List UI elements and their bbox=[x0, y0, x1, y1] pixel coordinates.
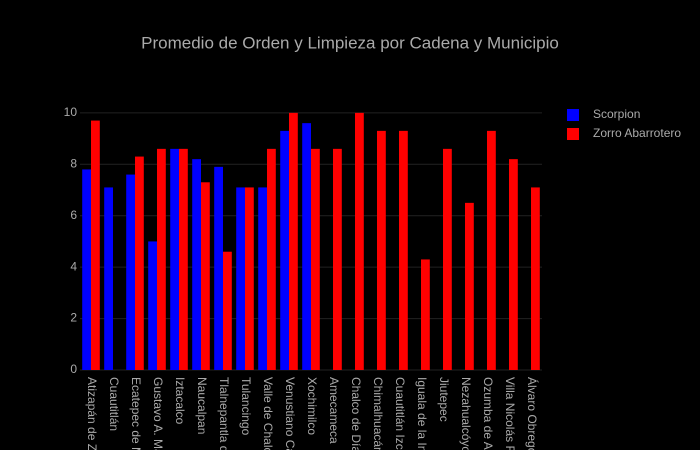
bar bbox=[531, 187, 540, 370]
bar bbox=[302, 123, 311, 371]
x-tick-label: Jiutepec bbox=[437, 377, 451, 422]
x-tick-label: Ozumba de Alzate bbox=[481, 377, 495, 450]
bar bbox=[311, 148, 320, 370]
x-tick-label: Gustavo A. Madero bbox=[151, 377, 165, 450]
x-tick-label: Atizapán de Zaragoza bbox=[85, 377, 99, 450]
x-tick-label: Chimalhuacán bbox=[371, 377, 385, 450]
x-tick-label: Nezahualcóyotl bbox=[459, 377, 473, 450]
bar bbox=[236, 187, 245, 370]
legend-label: Zorro Abarrotero bbox=[593, 126, 681, 140]
bar bbox=[377, 130, 386, 370]
x-tick-label: Villa Nicolás Romero bbox=[503, 377, 517, 450]
y-tick-label: 0 bbox=[70, 362, 77, 376]
bar bbox=[487, 130, 496, 370]
bar bbox=[355, 112, 364, 370]
y-tick-label: 2 bbox=[70, 311, 77, 325]
bar bbox=[245, 187, 254, 370]
legend-label: Scorpion bbox=[593, 107, 640, 121]
bar bbox=[148, 241, 157, 370]
bar bbox=[267, 148, 276, 370]
bar bbox=[333, 148, 342, 370]
x-tick-label: Iztacalco bbox=[173, 377, 187, 425]
bar bbox=[179, 148, 188, 370]
bar bbox=[223, 251, 232, 370]
bar bbox=[104, 187, 113, 370]
y-tick-label: 6 bbox=[70, 208, 77, 222]
bar bbox=[280, 130, 289, 370]
x-tick-label: Iguala de la Independencia bbox=[415, 377, 429, 450]
x-tick-label: Cuautitlán Izcalli bbox=[393, 377, 407, 450]
x-tick-label: Álvaro Obregón bbox=[525, 377, 540, 450]
bar bbox=[170, 148, 179, 370]
bar bbox=[509, 159, 518, 370]
bar bbox=[214, 166, 223, 370]
bar bbox=[135, 156, 144, 370]
y-tick-label: 4 bbox=[70, 259, 77, 273]
legend-swatch bbox=[567, 109, 579, 121]
legend-swatch bbox=[567, 128, 579, 140]
bar bbox=[443, 148, 452, 370]
x-tick-label: Venustiano Carranza bbox=[283, 377, 297, 450]
x-tick-label: Valle de Chalco bbox=[261, 377, 275, 450]
x-tick-label: Tlalnepantla de Baz bbox=[217, 377, 231, 450]
y-tick-label: 8 bbox=[70, 156, 77, 170]
bar bbox=[192, 159, 201, 370]
bar bbox=[82, 169, 91, 370]
bar bbox=[465, 202, 474, 370]
bar bbox=[91, 120, 100, 370]
chart-title: Promedio de Orden y Limpieza por Cadena … bbox=[141, 33, 559, 52]
y-tick-label: 10 bbox=[64, 105, 78, 119]
x-tick-label: Xochimilco bbox=[305, 377, 319, 435]
x-tick-label: Chalco de Díaz Covarrubias bbox=[349, 377, 363, 450]
x-tick-label: Naucalpan bbox=[195, 377, 209, 434]
bar bbox=[258, 187, 267, 370]
x-tick-label: Cuautitlán bbox=[107, 377, 121, 431]
x-tick-label: Ecatepec de Morelos bbox=[129, 377, 143, 450]
bar bbox=[421, 259, 430, 370]
bar bbox=[399, 130, 408, 370]
bar bbox=[201, 182, 210, 370]
bar bbox=[289, 112, 298, 370]
x-tick-label: Amecameca bbox=[327, 377, 341, 444]
x-tick-label: Tulancingo bbox=[239, 377, 253, 436]
bar bbox=[126, 174, 135, 370]
bar bbox=[157, 148, 166, 370]
